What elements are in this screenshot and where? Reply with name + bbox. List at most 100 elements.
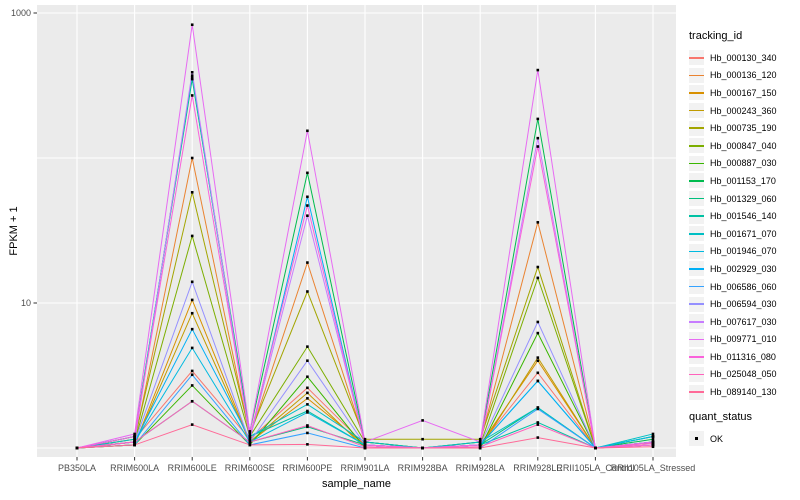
legend-item: Hb_011316_080 [689,348,799,366]
legend-item: Hb_000735_190 [689,119,799,137]
data-point [306,261,309,264]
ok-key-box [689,431,704,447]
legend-line-swatch [689,127,704,129]
x-tick-label: RRIM600PE [282,463,332,473]
data-point [306,409,309,413]
legend-line-swatch [689,320,704,323]
data-point [536,436,540,439]
legend-item-label: Hb_001946_070 [710,246,777,257]
data-point [306,204,309,207]
legend-key-box [689,226,704,242]
legend-key-box [689,155,704,171]
legend-item-label: Hb_001546_140 [710,211,777,222]
data-point [536,359,540,363]
legend-key-box [689,331,704,347]
legend-line-swatch [689,144,704,147]
legend-items: Hb_000130_340 Hb_000136_120 Hb_000167_150 H… [689,49,799,401]
data-point [248,440,252,444]
legend-item: Hb_007617_030 [689,313,799,331]
data-point [536,276,540,280]
data-point [190,94,194,97]
legend-item-ok: OK [689,430,799,448]
data-point [190,74,194,77]
legend-item: Hb_000167_150 [689,84,799,102]
legend-panel: tracking_id Hb_000130_340 Hb_000136_120 Hb… [689,30,799,447]
x-axis-title: sample_name [321,478,392,490]
x-tick-label: RRII105LA_Stressed [611,463,696,473]
ok-square-point-icon [694,436,699,441]
legend-title-quant-status: quant_status [689,410,752,423]
legend-item: Hb_001153_170 [689,172,799,190]
legend-item: Hb_001329_060 [689,190,799,208]
data-point [651,445,655,449]
legend-line-swatch [689,232,704,235]
data-point [306,391,309,395]
legend-item: Hb_089140_130 [689,383,799,401]
data-point [421,437,424,441]
legend-line-swatch [689,92,704,94]
data-point [651,443,655,447]
data-point [421,446,424,450]
data-point [248,435,252,438]
data-point [536,265,540,269]
legend-item: Hb_000130_340 [689,49,799,67]
legend-key-box [689,50,704,66]
legend-key-box [689,243,704,259]
data-point [536,423,540,426]
legend-item: Hb_000243_360 [689,102,799,120]
legend-item-label: Hb_011316_080 [710,351,776,362]
y-axis-title: FPKM + 1 [8,206,20,256]
data-point [363,443,367,447]
data-point [306,431,309,435]
legend-key-box [689,314,704,330]
data-point [190,70,194,74]
data-point [306,424,309,427]
legend-key-box [689,261,704,277]
data-point [536,68,540,72]
legend-item: Hb_001546_140 [689,207,799,225]
data-point [248,437,252,441]
data-point [306,214,309,218]
data-point [306,386,309,390]
data-point [133,437,136,441]
legend-item: Hb_001946_070 [689,243,799,261]
data-point [536,221,540,224]
data-point [306,425,309,429]
data-point [536,136,540,140]
data-point [536,421,540,424]
data-point [306,443,309,446]
data-point [133,432,136,436]
data-point [248,430,252,433]
data-point [75,446,79,450]
legend-line-swatch [689,109,704,112]
data-point [306,290,309,293]
legend-line-swatch [689,303,704,305]
legend-line-swatch [689,250,704,253]
data-point [190,346,194,350]
data-point [478,440,482,444]
data-point [306,129,309,133]
legend-key-box [689,366,704,382]
legend-key-box [689,349,704,365]
legend-item: Hb_002929_030 [689,260,799,278]
data-point [363,437,367,441]
legend-line-swatch [689,215,704,217]
legend-item: Hb_025048_050 [689,366,799,384]
legend-line-swatch [689,74,704,77]
legend-item-label: Hb_001671_070 [710,228,777,239]
data-point [133,435,136,438]
legend-item-label: Hb_002929_030 [710,263,777,274]
y-tick-label: 1000 [11,8,31,18]
data-point [190,298,194,302]
x-tick-label: RRIM928BA [398,463,448,473]
data-point [478,437,482,441]
data-point [190,156,194,160]
legend-item-label: Hb_089140_130 [710,387,777,398]
legend-item-label: Hb_000130_340 [710,52,777,63]
data-point [306,411,309,414]
legend-title-tracking-id: tracking_id [689,30,743,42]
legend-item-label: Hb_000887_030 [710,158,777,169]
legend-key-box [689,173,704,189]
legend-item: Hb_001671_070 [689,225,799,243]
data-point [190,191,194,194]
